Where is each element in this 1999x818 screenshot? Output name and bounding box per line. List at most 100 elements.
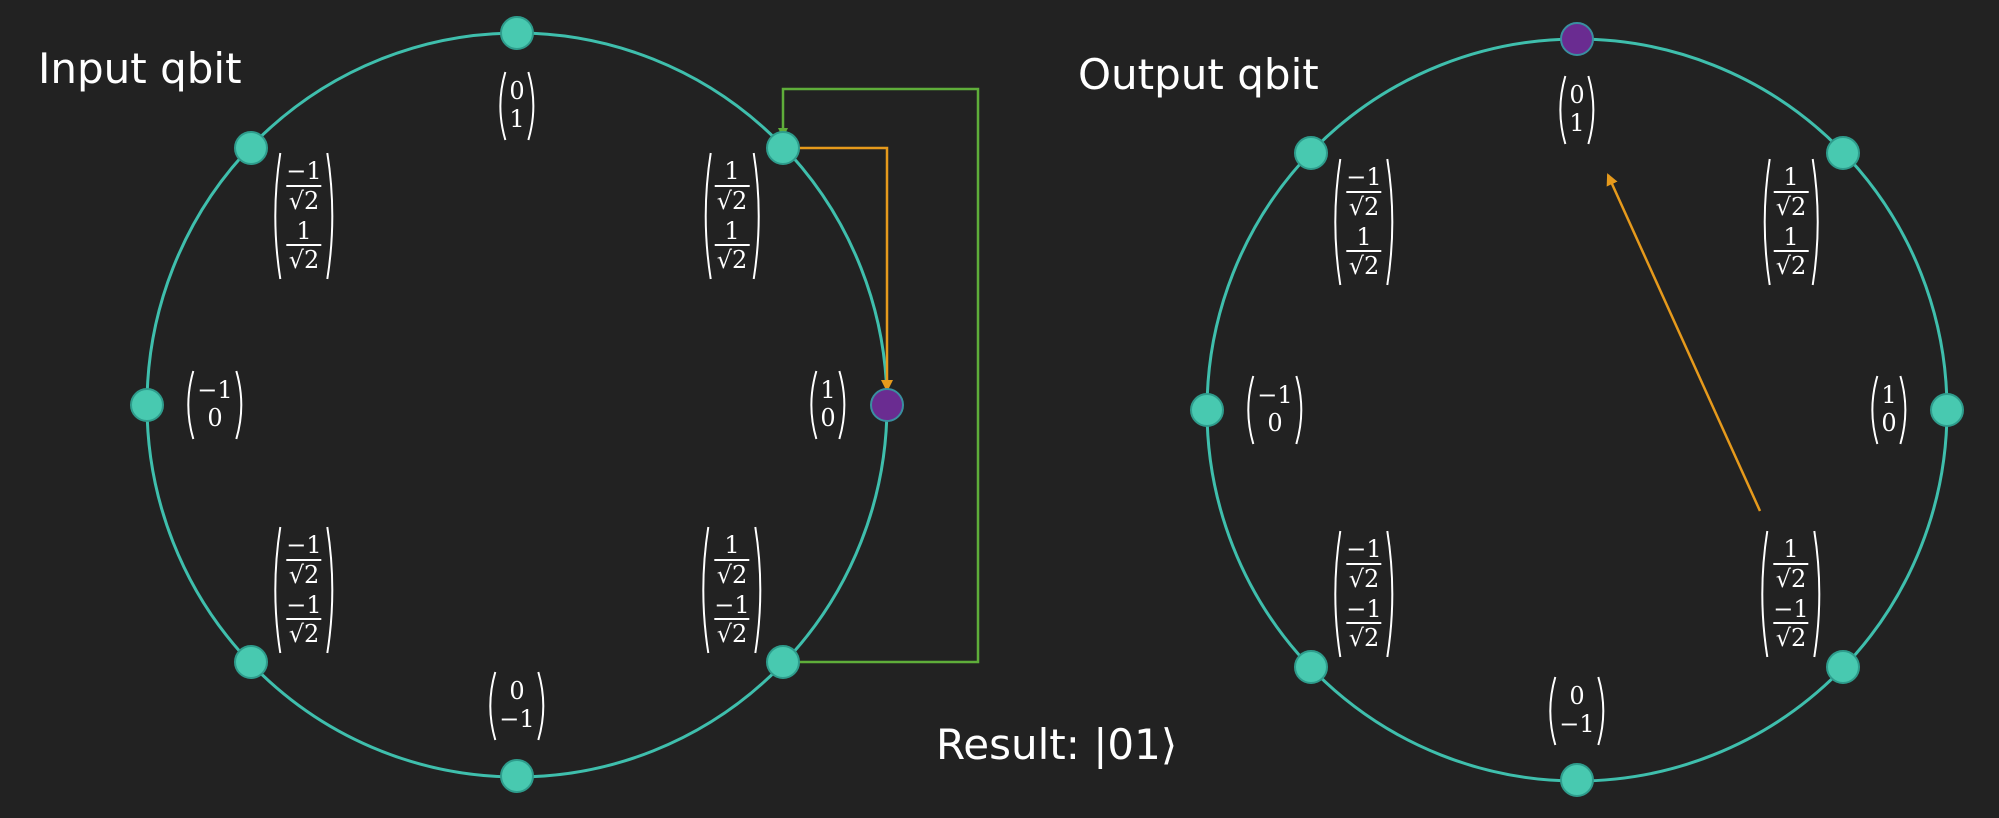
vector-fraction: −1 √2 [1344, 164, 1383, 220]
right-paren [751, 151, 763, 281]
fraction-denominator: √2 [714, 244, 750, 275]
fraction-denominator: √2 [1346, 622, 1382, 653]
vector-entry: −1 [499, 705, 535, 733]
left-paren [1330, 529, 1342, 659]
fraction-numerator: 1 [724, 531, 740, 560]
vector-fraction: −1 √2 [712, 592, 751, 648]
fraction-denominator: √2 [714, 558, 750, 589]
left-paren [1330, 157, 1342, 287]
vector-fraction: 1 √2 [714, 217, 750, 275]
fraction-denominator: √2 [286, 618, 322, 649]
left-paren [270, 525, 282, 655]
vector-entry: 0 [509, 77, 525, 106]
input-nodes [130, 16, 904, 793]
input-vector-lower-left: −1 √2 −1 √2 [270, 525, 337, 655]
left-paren [1760, 157, 1772, 287]
output-nodes [1190, 22, 1964, 797]
output-node-left [1190, 393, 1224, 427]
vector-fraction: 1 √2 [714, 157, 750, 215]
vector-fraction: −1 √2 [1344, 596, 1383, 652]
vector-fraction: 1 √2 [1773, 223, 1809, 281]
right-paren [537, 670, 549, 742]
fraction-denominator: √2 [714, 618, 750, 649]
fraction-denominator: √2 [1773, 562, 1809, 593]
right-paren [1295, 374, 1307, 446]
fraction-denominator: √2 [1346, 562, 1382, 593]
input-node-left [130, 388, 164, 422]
left-paren [1867, 374, 1879, 446]
vector-fraction: 1 √2 [1346, 223, 1382, 281]
input-orange-arrow [783, 146, 893, 392]
vector-entry: 0 [509, 677, 525, 706]
fraction-denominator: √2 [714, 184, 750, 215]
right-paren [235, 369, 247, 441]
output-vector-left: −1 0 [1243, 374, 1306, 446]
fraction-numerator: 1 [1783, 223, 1799, 251]
input-node-lower-right [766, 645, 800, 679]
input-node-top [500, 16, 534, 50]
fraction-numerator: 1 [296, 217, 312, 245]
fraction-numerator: −1 [1346, 535, 1382, 564]
right-paren [326, 151, 338, 281]
output-orange-arrow [1606, 173, 1762, 512]
left-paren [495, 70, 507, 142]
fraction-denominator: √2 [286, 184, 322, 215]
fraction-denominator: √2 [1773, 622, 1809, 653]
vector-entry: 0 [1569, 682, 1585, 711]
input-node-upper-right [766, 131, 800, 165]
fraction-denominator: √2 [1346, 190, 1382, 221]
output-vector-lower-right: 1 √2 −1 √2 [1757, 529, 1824, 659]
fraction-numerator: −1 [1773, 595, 1809, 623]
vector-fraction: −1 √2 [284, 592, 323, 648]
vector-entry: −1 [197, 376, 233, 405]
left-paren [806, 369, 818, 441]
output-node-lower-left [1294, 650, 1328, 684]
vector-fraction: 1 √2 [286, 217, 322, 275]
output-vector-bottom: 0 −1 [1545, 675, 1608, 747]
fraction-denominator: √2 [1773, 250, 1809, 281]
vector-fraction: 1 √2 [1773, 163, 1809, 220]
vector-fraction: −1 √2 [284, 158, 323, 214]
output-vector-lower-left: −1 √2 −1 √2 [1330, 529, 1397, 659]
right-paren [527, 70, 539, 142]
right-paren [1597, 675, 1609, 747]
left-paren [1757, 529, 1769, 659]
input-node-upper-left [234, 131, 268, 165]
fraction-denominator: √2 [286, 244, 322, 275]
fraction-numerator: 1 [724, 217, 740, 245]
input-vector-upper-right: 1 √2 1 √2 [701, 151, 764, 281]
fraction-numerator: 1 [1356, 223, 1372, 251]
vector-entry: 1 [1569, 109, 1585, 137]
right-paren [1813, 529, 1825, 659]
input-node-lower-left [234, 645, 268, 679]
result-label: Result: |01⟩ [936, 720, 1178, 769]
left-paren [1555, 74, 1567, 146]
fraction-numerator: 1 [724, 157, 740, 186]
vector-entry: 1 [820, 376, 836, 405]
left-paren [1545, 675, 1557, 747]
fraction-denominator: √2 [286, 558, 322, 589]
vector-fraction: 1 √2 [714, 531, 750, 589]
vector-entry: 0 [1569, 81, 1585, 110]
fraction-denominator: √2 [1346, 250, 1382, 281]
vector-entry: 0 [207, 404, 223, 432]
output-node-bottom [1560, 763, 1594, 797]
fraction-numerator: 1 [1783, 163, 1799, 192]
output-node-top [1560, 22, 1594, 56]
input-vector-left: −1 0 [183, 369, 246, 441]
input-vector-upper-left: −1 √2 1 √2 [270, 151, 337, 281]
input-node-right [870, 388, 904, 422]
left-paren [698, 525, 710, 655]
output-vector-upper-left: −1 √2 1 √2 [1330, 157, 1397, 287]
input-vector-lower-right: 1 √2 −1 √2 [698, 525, 765, 655]
left-paren [183, 369, 195, 441]
right-paren [1386, 529, 1398, 659]
vector-entry: −1 [1257, 381, 1293, 410]
fraction-numerator: −1 [714, 591, 750, 619]
right-paren [754, 525, 766, 655]
right-paren [1587, 74, 1599, 146]
